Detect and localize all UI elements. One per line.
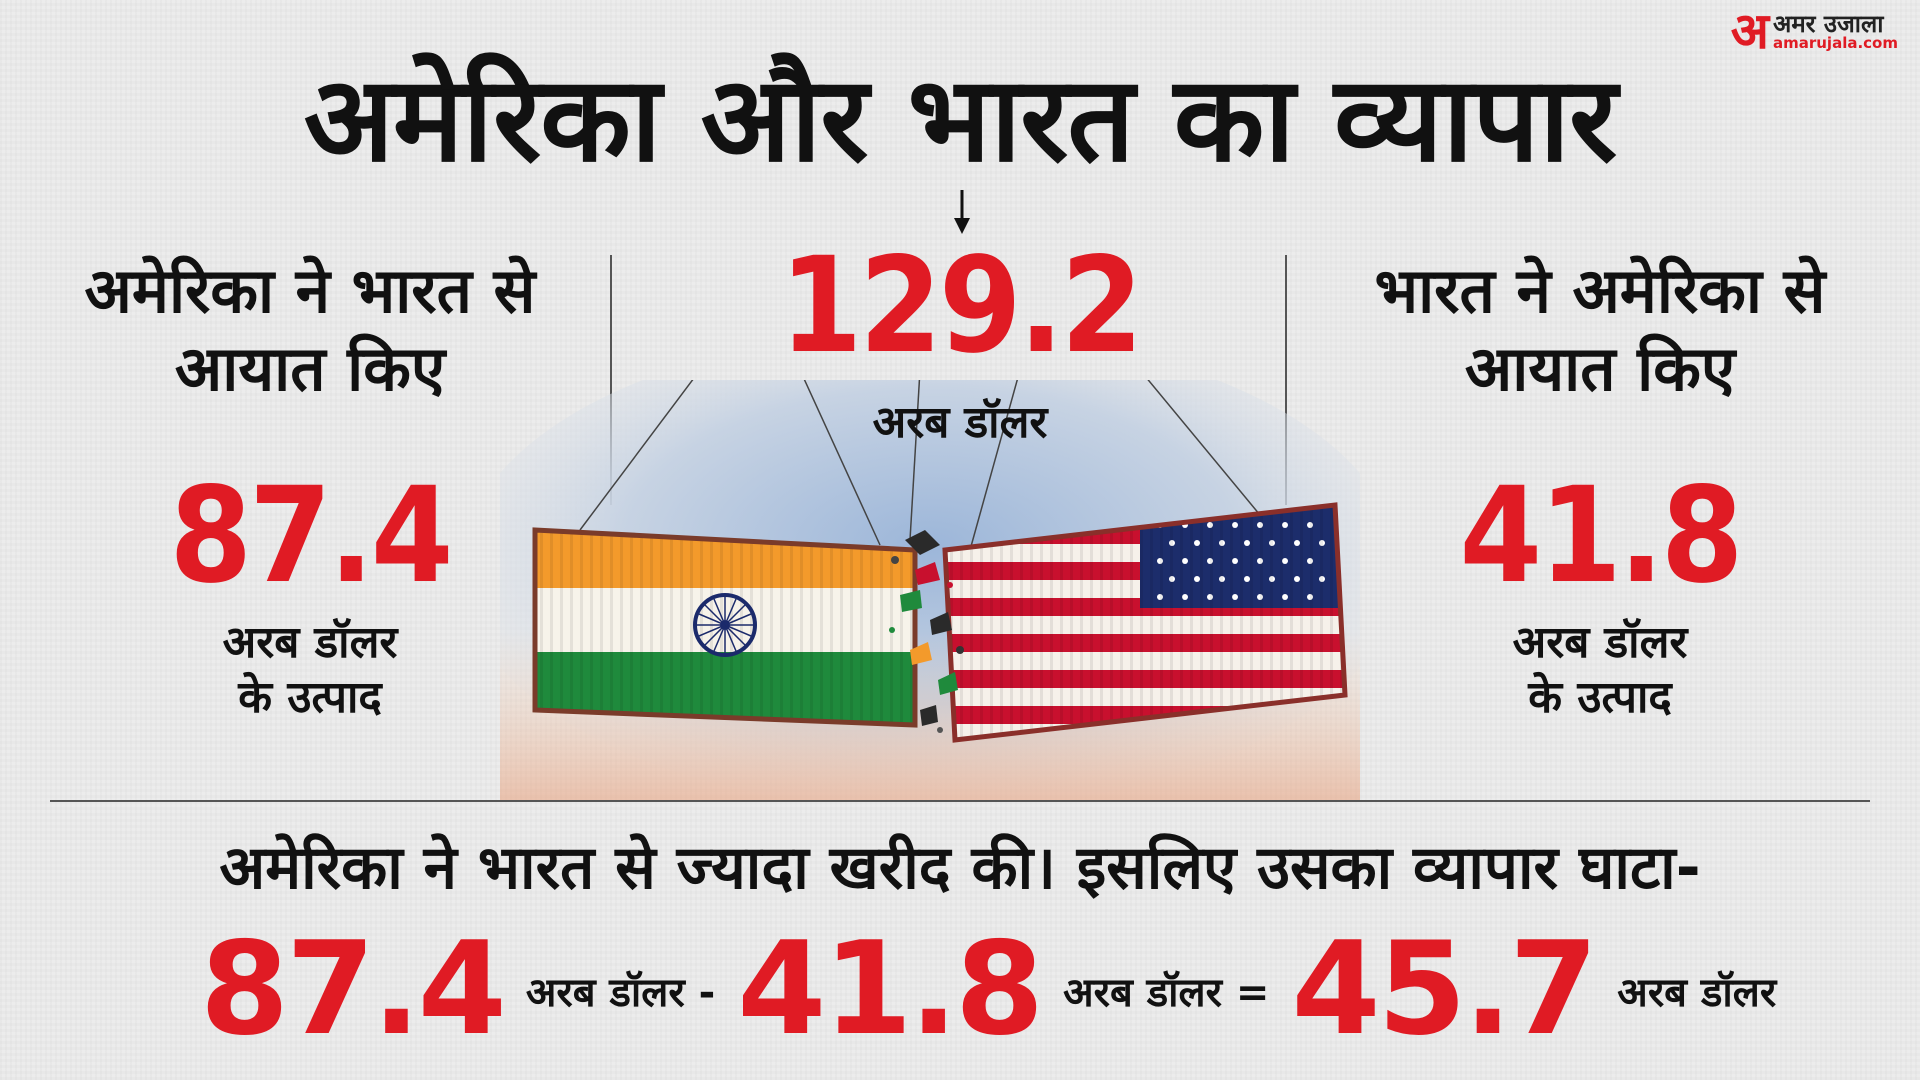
divider-bottom <box>50 800 1870 802</box>
left-unit-line1: अरब डॉलर <box>222 617 398 668</box>
left-heading-line2: आयात किए <box>174 331 446 405</box>
down-arrow-icon <box>954 190 970 234</box>
us-imports-from-india-value: 87.4 <box>169 459 453 613</box>
eq-value-c: 45.7 <box>1291 915 1598 1064</box>
crane-cables <box>579 380 1261 551</box>
eq-unit-a: अरब डॉलर - <box>525 969 716 1016</box>
divider-left <box>610 255 612 505</box>
logo-name: अमर उजाला <box>1772 9 1884 38</box>
logo-glyph: अ <box>1730 2 1769 60</box>
divider-right <box>1285 255 1287 505</box>
eq-value-a: 87.4 <box>200 915 507 1064</box>
left-unit-line2: के उत्पाद <box>238 672 382 723</box>
right-heading: भारत ने अमेरिका से आयात किए <box>1305 252 1895 407</box>
right-heading-line2: आयात किए <box>1464 331 1736 405</box>
eq-unit-c: अरब डॉलर <box>1617 969 1777 1016</box>
container-collision-illustration <box>500 380 1360 800</box>
total-trade-value: 129.2 <box>779 229 1144 383</box>
right-unit-line2: के उत्पाद <box>1528 672 1672 723</box>
logo-domain: amarujala.com <box>1772 33 1898 52</box>
eq-value-b: 41.8 <box>737 915 1044 1064</box>
left-heading-line1: अमेरिका ने भारत से <box>84 254 536 327</box>
eq-unit-b: अरब डॉलर = <box>1063 969 1270 1016</box>
page-title: अमेरिका और भारत का व्यापार <box>303 50 1617 188</box>
ashoka-chakra-icon <box>693 593 757 657</box>
right-unit: अरब डॉलर के उत्पाद <box>1305 615 1895 725</box>
left-unit: अरब डॉलर के उत्पाद <box>30 615 590 725</box>
right-heading-line1: भारत ने अमेरिका से <box>1374 254 1826 327</box>
collision-debris <box>889 530 964 733</box>
amar-ujala-logo: अ अमर उजाला amarujala.com <box>1731 6 1898 56</box>
india-imports-from-us-value: 41.8 <box>1459 459 1743 613</box>
right-unit-line1: अरब डॉलर <box>1512 617 1688 668</box>
trade-deficit-equation: 87.4 अरब डॉलर - 41.8 अरब डॉलर = 45.7 अरब… <box>200 926 1777 1054</box>
trade-deficit-statement: अमेरिका ने भारत से ज्यादा खरीद की। इसलिए… <box>219 833 1701 903</box>
left-heading: अमेरिका ने भारत से आयात किए <box>30 252 590 407</box>
total-trade-unit: अरब डॉलर <box>872 397 1048 448</box>
